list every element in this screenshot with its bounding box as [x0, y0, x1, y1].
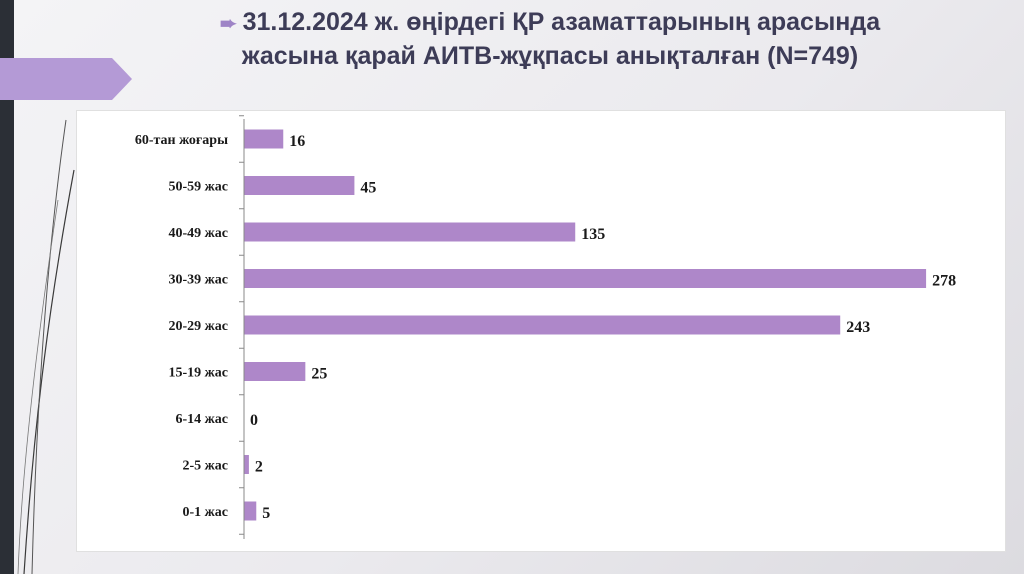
bar — [244, 269, 927, 288]
category-label: 0-1 жас — [182, 505, 228, 520]
arrow-band-decoration — [0, 58, 132, 100]
title-text-1: 31.12.2024 ж. өңірдегі ҚР азаматтарының … — [242, 8, 881, 36]
category-label: 20-29 жас — [168, 319, 228, 334]
data-label: 2 — [255, 459, 263, 476]
data-label: 243 — [846, 319, 870, 336]
bar — [244, 176, 355, 195]
data-label: 0 — [250, 412, 258, 429]
decorative-lines — [17, 119, 75, 574]
data-label: 135 — [581, 226, 605, 243]
category-label: 6-14 жас — [175, 412, 228, 427]
left-accent-bar — [0, 0, 14, 574]
category-label: 60-тан жоғары — [135, 133, 228, 148]
category-label: 40-49 жас — [168, 226, 228, 241]
bar — [244, 129, 284, 149]
data-label: 45 — [360, 180, 376, 197]
data-label: 16 — [289, 133, 305, 150]
bar — [244, 362, 306, 381]
title-line-2: жасына қарай АИТВ-жұқпасы анықталған (N=… — [241, 42, 859, 70]
data-label: 25 — [311, 366, 327, 383]
arrow-right-icon: ➨ — [219, 13, 237, 35]
data-label: 278 — [932, 273, 956, 290]
category-label: 50-59 жас — [168, 180, 228, 195]
bar — [244, 455, 249, 474]
bar-chart: 60-тан жоғары 16 50-59 жас 45 40-49 жас 135 30… — [135, 115, 956, 539]
bar — [244, 501, 257, 521]
chart-panel: 60-тан жоғары 16 50-59 жас 45 40-49 жас 135 30… — [76, 110, 1006, 552]
bar — [244, 315, 841, 335]
category-label: 2-5 жас — [182, 459, 228, 474]
bar — [244, 222, 576, 242]
category-label: 15-19 жас — [168, 366, 228, 381]
category-label: 30-39 жас — [168, 273, 228, 288]
data-label: 5 — [262, 505, 270, 522]
slide-title: ➨ 31.12.2024 ж. өңірдегі ҚР азаматтарының… — [110, 6, 990, 72]
title-line-1: ➨ 31.12.2024 ж. өңірдегі ҚР азаматтарының… — [110, 6, 990, 40]
